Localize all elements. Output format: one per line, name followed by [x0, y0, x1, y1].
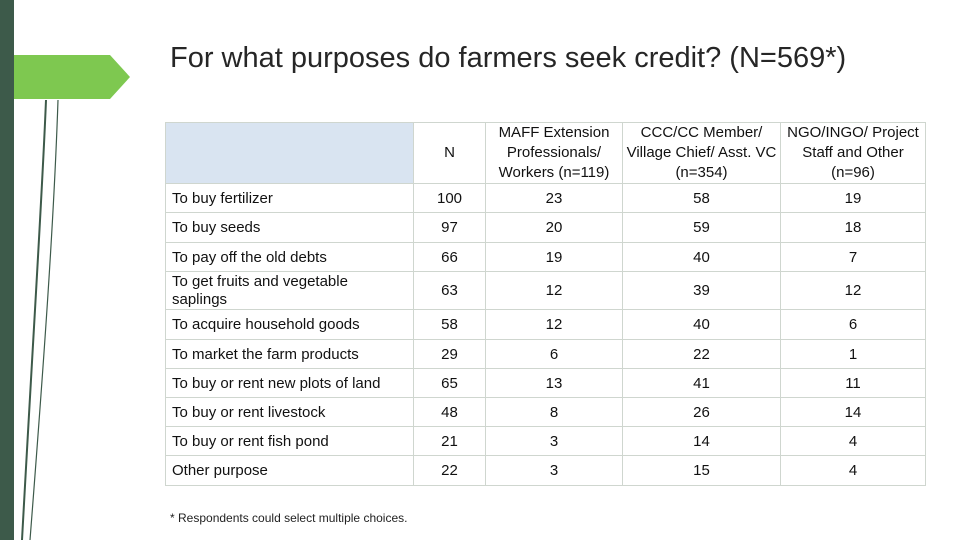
- row-label: Other purpose: [165, 455, 414, 486]
- header-n: N: [413, 122, 486, 184]
- table-row: To buy or rent livestock 48 8 26 14: [165, 397, 926, 427]
- decorative-lines: [14, 55, 130, 540]
- cell-ccc: 26: [622, 397, 781, 427]
- cell-ccc: 39: [622, 271, 781, 310]
- header-ngo: NGO/INGO/ Project Staff and Other (n=96): [780, 122, 926, 184]
- table-row: Other purpose 22 3 15 4: [165, 455, 926, 486]
- cell-n: 48: [413, 397, 486, 427]
- cell-ccc: 59: [622, 212, 781, 243]
- row-label: To buy or rent new plots of land: [165, 368, 414, 398]
- row-label: To buy or rent fish pond: [165, 426, 414, 456]
- cell-ngo: 1: [780, 339, 926, 369]
- cell-ngo: 4: [780, 455, 926, 486]
- table-header-row: N MAFF Extension Professionals/ Workers …: [165, 122, 926, 184]
- cell-n: 66: [413, 242, 486, 272]
- cell-ngo: 12: [780, 271, 926, 310]
- header-maff: MAFF Extension Professionals/ Workers (n…: [485, 122, 623, 184]
- green-arrow-shape: [14, 55, 130, 99]
- cell-maff: 6: [485, 339, 623, 369]
- cell-ccc: 22: [622, 339, 781, 369]
- table-row: To buy fertilizer 100 23 58 19: [165, 183, 926, 213]
- cell-ccc: 40: [622, 242, 781, 272]
- table-row: To pay off the old debts 66 19 40 7: [165, 242, 926, 272]
- cell-n: 22: [413, 455, 486, 486]
- cell-ngo: 6: [780, 309, 926, 340]
- cell-ccc: 40: [622, 309, 781, 340]
- cell-maff: 13: [485, 368, 623, 398]
- cell-ngo: 14: [780, 397, 926, 427]
- table-row: To market the farm products 29 6 22 1: [165, 339, 926, 369]
- row-label: To buy fertilizer: [165, 183, 414, 213]
- row-label: To get fruits and vegetable saplings: [165, 271, 414, 310]
- cell-maff: 8: [485, 397, 623, 427]
- cell-n: 97: [413, 212, 486, 243]
- cell-maff: 3: [485, 455, 623, 486]
- curve-line-2: [29, 99, 59, 540]
- cell-maff: 12: [485, 309, 623, 340]
- credit-purposes-table: N MAFF Extension Professionals/ Workers …: [165, 122, 926, 486]
- cell-ccc: 15: [622, 455, 781, 486]
- cell-ngo: 11: [780, 368, 926, 398]
- cell-ngo: 19: [780, 183, 926, 213]
- cell-n: 21: [413, 426, 486, 456]
- curve-line-1: [21, 99, 47, 540]
- cell-ngo: 18: [780, 212, 926, 243]
- row-label: To pay off the old debts: [165, 242, 414, 272]
- cell-n: 100: [413, 183, 486, 213]
- table-row: To get fruits and vegetable saplings 63 …: [165, 271, 926, 310]
- cell-n: 65: [413, 368, 486, 398]
- cell-ccc: 14: [622, 426, 781, 456]
- page-title: For what purposes do farmers seek credit…: [170, 42, 847, 74]
- cell-maff: 3: [485, 426, 623, 456]
- header-ccc: CCC/CC Member/ Village Chief/ Asst. VC (…: [622, 122, 781, 184]
- table-row: To buy or rent new plots of land 65 13 4…: [165, 368, 926, 398]
- cell-maff: 20: [485, 212, 623, 243]
- table-row: To buy or rent fish pond 21 3 14 4: [165, 426, 926, 456]
- cell-maff: 23: [485, 183, 623, 213]
- table-row: To acquire household goods 58 12 40 6: [165, 309, 926, 340]
- cell-n: 58: [413, 309, 486, 340]
- row-label: To buy seeds: [165, 212, 414, 243]
- header-blank-cell: [165, 122, 414, 184]
- cell-n: 29: [413, 339, 486, 369]
- row-label: To market the farm products: [165, 339, 414, 369]
- footnote: * Respondents could select multiple choi…: [170, 511, 408, 525]
- cell-ngo: 4: [780, 426, 926, 456]
- cell-maff: 19: [485, 242, 623, 272]
- cell-maff: 12: [485, 271, 623, 310]
- table-row: To buy seeds 97 20 59 18: [165, 212, 926, 243]
- cell-n: 63: [413, 271, 486, 310]
- cell-ccc: 58: [622, 183, 781, 213]
- cell-ngo: 7: [780, 242, 926, 272]
- row-label: To acquire household goods: [165, 309, 414, 340]
- left-accent-bar: [0, 0, 14, 540]
- cell-ccc: 41: [622, 368, 781, 398]
- row-label: To buy or rent livestock: [165, 397, 414, 427]
